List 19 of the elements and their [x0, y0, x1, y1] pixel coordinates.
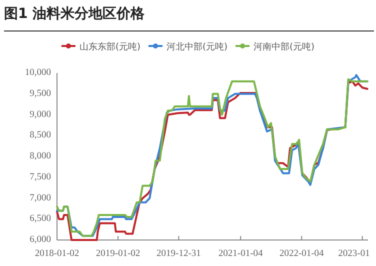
y-tick-label: 6,500	[30, 214, 52, 224]
y-tick-label: 10,000	[24, 68, 52, 78]
x-tick-label: 2022-01-04	[279, 249, 324, 259]
x-tick-label: 2019-12-31	[156, 249, 202, 259]
x-tick-label: 2019-01-02	[96, 249, 140, 259]
x-tick-label: 2018-01-02	[34, 249, 80, 259]
legend-label: 河北中部(元吨)	[166, 42, 228, 52]
y-tick-label: 8,000	[30, 152, 52, 162]
y-tick-label: 7,500	[30, 172, 52, 182]
chart-title: 图1 油料米分地区价格	[4, 6, 146, 22]
x-tick-label: 2023-01	[338, 249, 370, 259]
y-tick-label: 6,000	[30, 235, 52, 245]
x-tick-label: 2021-01-04	[218, 249, 264, 259]
y-tick-label: 9,500	[30, 88, 52, 99]
y-tick-label: 9,000	[30, 110, 52, 120]
legend-label: 山东东部(元吨)	[79, 42, 140, 52]
legend-label: 河南中部(元吨)	[254, 42, 315, 52]
y-tick-label: 7,000	[30, 193, 52, 204]
y-tick-label: 8,500	[30, 130, 52, 141]
